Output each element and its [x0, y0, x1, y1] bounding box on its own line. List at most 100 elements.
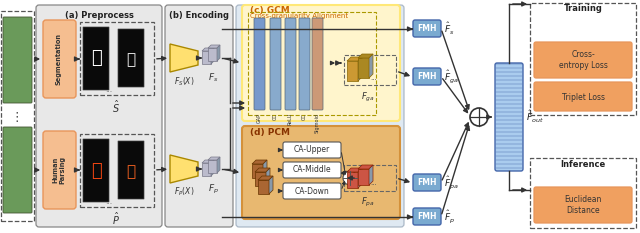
Polygon shape — [358, 168, 362, 188]
FancyBboxPatch shape — [36, 5, 162, 227]
Text: CA-Down: CA-Down — [294, 186, 330, 195]
Text: $F_S(X)$: $F_S(X)$ — [173, 75, 195, 88]
FancyBboxPatch shape — [83, 139, 109, 202]
Text: $\hat{P}$: $\hat{P}$ — [112, 211, 120, 227]
FancyBboxPatch shape — [534, 42, 632, 78]
Polygon shape — [266, 168, 270, 186]
Text: 🚶: 🚶 — [91, 162, 101, 180]
FancyBboxPatch shape — [534, 187, 632, 223]
Text: 🚶: 🚶 — [91, 49, 101, 67]
FancyBboxPatch shape — [254, 18, 265, 110]
Text: $F_s$: $F_s$ — [208, 71, 218, 83]
FancyBboxPatch shape — [495, 63, 523, 171]
FancyBboxPatch shape — [413, 174, 441, 191]
Polygon shape — [255, 168, 270, 172]
Bar — [347, 61, 358, 81]
Bar — [358, 58, 369, 78]
Polygon shape — [347, 168, 362, 172]
FancyBboxPatch shape — [270, 18, 281, 110]
FancyBboxPatch shape — [285, 18, 296, 110]
Bar — [258, 180, 269, 194]
Text: Segmentation: Segmentation — [56, 33, 62, 85]
FancyBboxPatch shape — [283, 183, 341, 199]
Polygon shape — [202, 48, 214, 51]
Text: (a) Preprocess: (a) Preprocess — [65, 11, 133, 20]
Text: CC: CC — [302, 113, 307, 120]
Polygon shape — [358, 54, 373, 58]
Polygon shape — [269, 176, 273, 194]
FancyBboxPatch shape — [283, 162, 341, 178]
Text: ···: ··· — [106, 201, 113, 209]
Text: $\hat{F}_s$: $\hat{F}_s$ — [444, 21, 454, 37]
Text: $\hat{F}_p$: $\hat{F}_p$ — [444, 208, 455, 225]
Bar — [358, 169, 369, 185]
Polygon shape — [208, 45, 220, 48]
Text: Sigmoid: Sigmoid — [315, 113, 320, 133]
Text: ReLU: ReLU — [288, 113, 293, 125]
FancyBboxPatch shape — [3, 17, 32, 103]
Bar — [202, 51, 211, 64]
FancyBboxPatch shape — [312, 18, 323, 110]
FancyBboxPatch shape — [118, 141, 144, 199]
Text: $F_{pa}$: $F_{pa}$ — [361, 196, 375, 209]
FancyBboxPatch shape — [283, 142, 341, 158]
Text: CC: CC — [273, 113, 278, 120]
Bar — [344, 55, 396, 85]
Text: 🚶: 🚶 — [127, 52, 136, 68]
Text: $\hat{F}_{ga}$: $\hat{F}_{ga}$ — [444, 68, 459, 85]
Text: ···: ··· — [106, 89, 113, 97]
Polygon shape — [369, 54, 373, 78]
Bar — [208, 48, 217, 61]
Bar — [344, 165, 396, 191]
Polygon shape — [217, 45, 220, 61]
Bar — [252, 164, 263, 178]
FancyBboxPatch shape — [118, 29, 144, 87]
FancyBboxPatch shape — [242, 126, 400, 219]
FancyBboxPatch shape — [413, 68, 441, 85]
Text: GAP: GAP — [257, 113, 262, 123]
Bar — [347, 172, 358, 188]
Text: Inference: Inference — [561, 160, 605, 169]
Text: FMH: FMH — [417, 72, 436, 81]
Bar — [255, 172, 266, 186]
FancyBboxPatch shape — [43, 131, 76, 209]
Text: FMH: FMH — [417, 178, 436, 187]
Bar — [80, 134, 154, 207]
Polygon shape — [263, 160, 267, 178]
Text: CA-Upper: CA-Upper — [294, 145, 330, 154]
Polygon shape — [369, 165, 373, 185]
Text: Cross-
entropy Loss: Cross- entropy Loss — [559, 50, 607, 70]
Bar — [1, 11, 34, 221]
Text: (b) Encoding: (b) Encoding — [169, 11, 229, 20]
Text: Triplet Loss: Triplet Loss — [561, 93, 605, 102]
Text: ···: ··· — [371, 77, 378, 83]
Circle shape — [470, 108, 488, 126]
FancyBboxPatch shape — [236, 5, 404, 227]
Text: Training: Training — [564, 4, 602, 13]
Text: $\hat{F}_{out}$: $\hat{F}_{out}$ — [526, 109, 544, 125]
FancyBboxPatch shape — [299, 18, 310, 110]
Text: $F_p$: $F_p$ — [207, 183, 218, 196]
Text: FMH: FMH — [417, 212, 436, 221]
Text: 🚶: 🚶 — [127, 164, 136, 179]
Text: Human
Parsing: Human Parsing — [52, 156, 65, 184]
Bar — [208, 160, 217, 173]
FancyBboxPatch shape — [242, 5, 400, 121]
Polygon shape — [211, 48, 214, 64]
Polygon shape — [170, 155, 198, 183]
Bar — [80, 22, 154, 95]
Text: CA-Middle: CA-Middle — [292, 165, 332, 175]
FancyBboxPatch shape — [3, 127, 32, 213]
Polygon shape — [208, 157, 220, 160]
FancyBboxPatch shape — [83, 27, 109, 90]
Text: (c) GCM: (c) GCM — [250, 6, 290, 15]
Text: $\hat{F}_{pa}$: $\hat{F}_{pa}$ — [444, 174, 459, 191]
Polygon shape — [258, 176, 273, 180]
Polygon shape — [170, 44, 198, 72]
Bar — [530, 3, 636, 115]
Polygon shape — [252, 160, 267, 164]
FancyBboxPatch shape — [534, 82, 632, 111]
Bar — [530, 158, 636, 228]
Text: $F_{ga}$: $F_{ga}$ — [361, 91, 375, 104]
FancyBboxPatch shape — [413, 208, 441, 225]
